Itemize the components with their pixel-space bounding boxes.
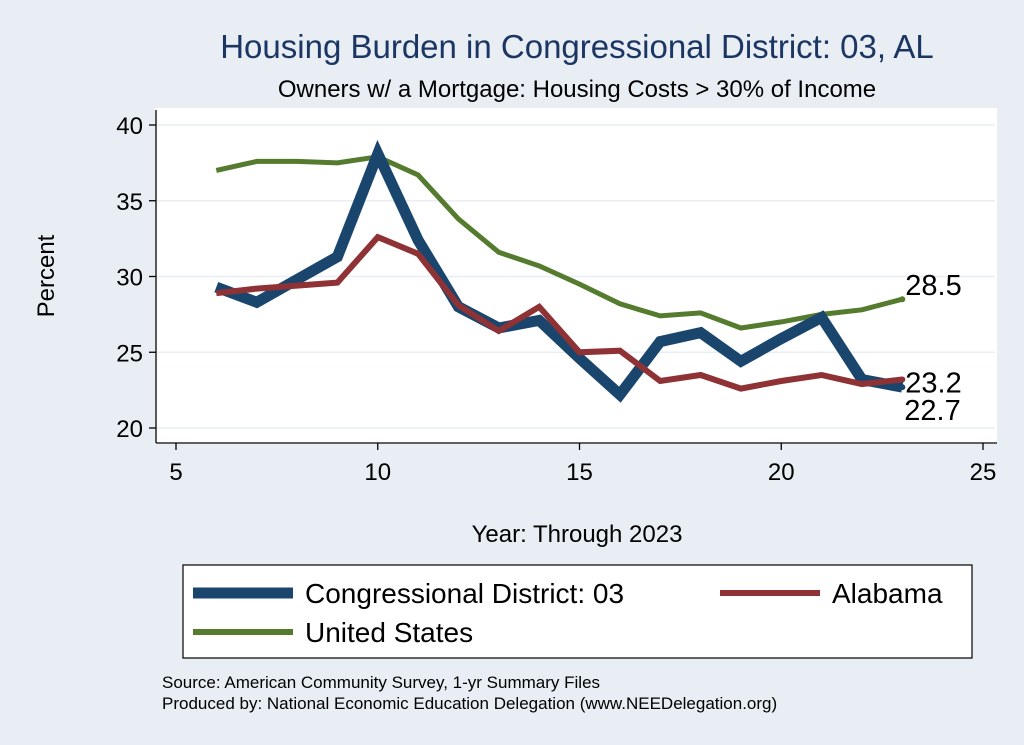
y-tick-label-20: 20	[116, 416, 143, 443]
y-tick-label-25: 25	[116, 340, 143, 367]
producer-note: Produced by: National Economic Education…	[162, 694, 777, 713]
y-tick-label-30: 30	[116, 265, 143, 292]
x-tick-label-15: 15	[566, 459, 593, 486]
y-tick-label-35: 35	[116, 189, 143, 216]
legend-label-district: Congressional District: 03	[305, 578, 624, 609]
chart-title: Housing Burden in Congressional District…	[220, 28, 934, 65]
chart-subtitle: Owners w/ a Mortgage: Housing Costs > 30…	[278, 76, 876, 103]
x-tick-label-25: 25	[970, 459, 997, 486]
series-line-district	[214, 139, 904, 403]
legend: Congressional District: 03 Alabama Unite…	[182, 564, 973, 659]
x-axis-label: Year: Through 2023	[472, 521, 683, 548]
series-end-point-united-states	[899, 296, 906, 303]
x-tick-label-20: 20	[768, 459, 795, 486]
legend-box	[182, 564, 973, 659]
series-end-point-alabama	[899, 376, 906, 383]
end-labels: 22.723.2 28.5	[904, 270, 961, 427]
source-note: Source: American Community Survey, 1-yr …	[162, 673, 600, 692]
series-line-united-states	[215, 154, 903, 331]
y-axis-label: Percent	[33, 234, 60, 317]
x-tick-label-5: 5	[169, 459, 182, 486]
series-end-point-district	[899, 384, 906, 391]
series-group	[214, 139, 906, 403]
legend-label-alabama: Alabama	[832, 578, 943, 609]
end-label-united-states: 28.5	[905, 270, 961, 302]
end-label-district: 22.7	[904, 395, 960, 427]
y-tick-label-40: 40	[116, 113, 143, 140]
series-line-alabama	[215, 233, 903, 392]
axes: 20 25 30 35 40 5 10 15 20 25	[116, 110, 997, 486]
legend-label-united-states: United States	[305, 617, 473, 648]
x-tick-label-10: 10	[364, 459, 391, 486]
end-label-alabama: 23.2	[905, 368, 961, 400]
